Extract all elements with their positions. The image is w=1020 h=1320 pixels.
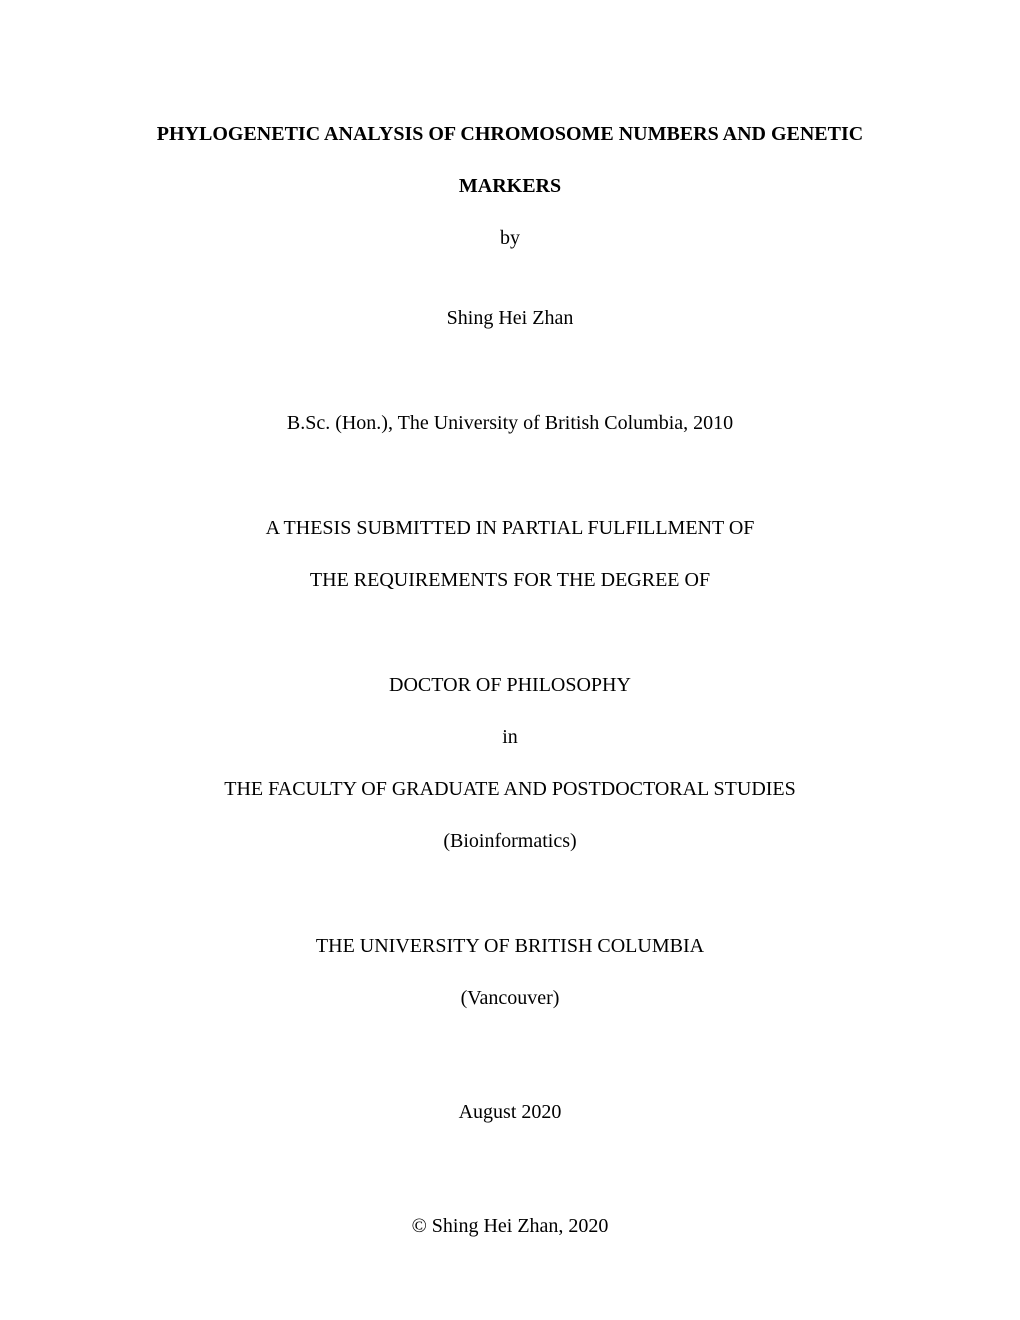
submission-line1: A THESIS SUBMITTED IN PARTIAL FULFILLMEN…: [140, 514, 880, 542]
degree-name: DOCTOR OF PHILOSOPHY: [140, 671, 880, 699]
submission-line2: THE REQUIREMENTS FOR THE DEGREE OF: [140, 566, 880, 594]
program-name: (Bioinformatics): [140, 827, 880, 855]
prior-degree: B.Sc. (Hon.), The University of British …: [140, 409, 880, 437]
submission-date: August 2020: [140, 1098, 880, 1126]
copyright-notice: © Shing Hei Zhan, 2020: [140, 1212, 880, 1240]
thesis-title-line2: MARKERS: [140, 172, 880, 200]
in-label: in: [140, 723, 880, 751]
author-name: Shing Hei Zhan: [140, 304, 880, 332]
thesis-title-line1: PHYLOGENETIC ANALYSIS OF CHROMOSOME NUMB…: [140, 120, 880, 148]
university-name: THE UNIVERSITY OF BRITISH COLUMBIA: [140, 932, 880, 960]
faculty-name: THE FACULTY OF GRADUATE AND POSTDOCTORAL…: [140, 775, 880, 803]
by-label: by: [140, 224, 880, 252]
campus-name: (Vancouver): [140, 984, 880, 1012]
